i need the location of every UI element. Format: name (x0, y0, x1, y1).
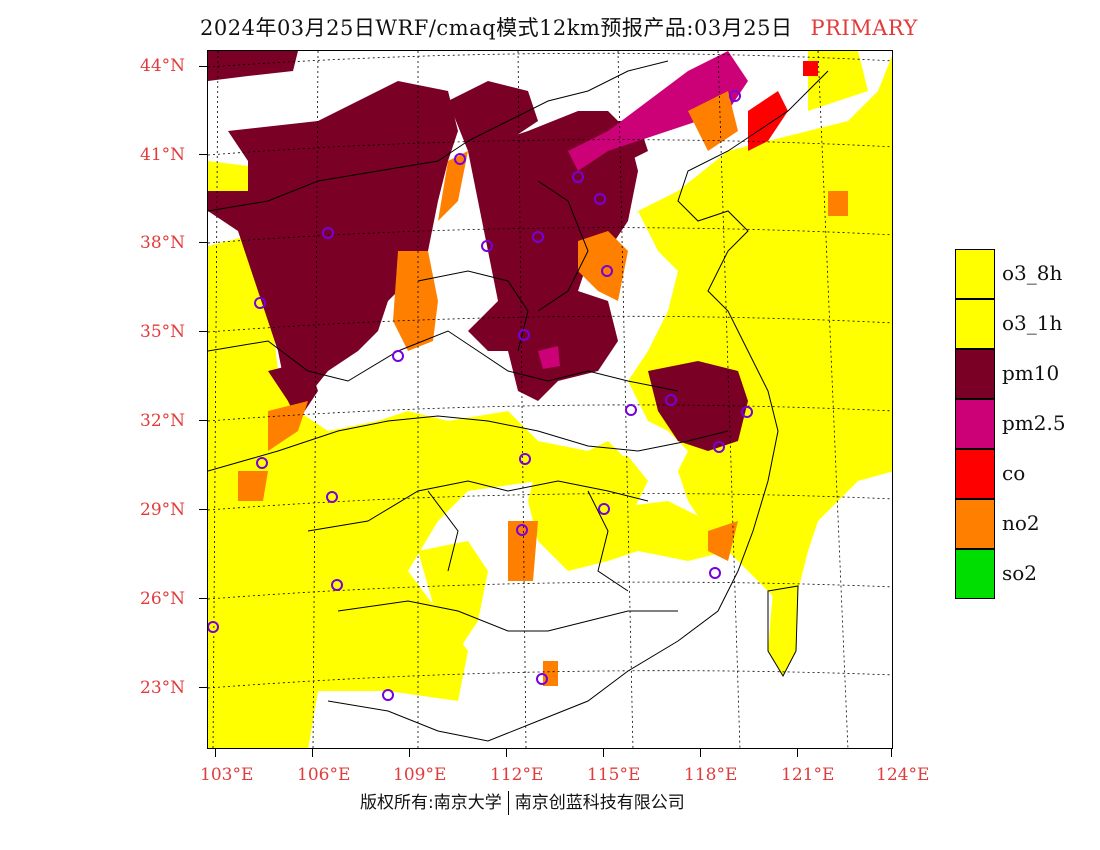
copyright-left: 版权所有:南京大学 (360, 793, 502, 813)
lat-tick (199, 509, 207, 510)
legend-swatch (955, 549, 995, 599)
lon-tick (312, 749, 313, 757)
lon-label-109: 109°E (393, 765, 447, 785)
legend-swatch (955, 249, 995, 299)
legend-label: o3_1h (1002, 311, 1063, 335)
legend-swatch (955, 399, 995, 449)
lon-tick (797, 749, 798, 757)
lon-label-103: 103°E (200, 765, 254, 785)
lon-tick (506, 749, 507, 757)
legend-label: o3_8h (1002, 261, 1063, 285)
lat-tick (199, 331, 207, 332)
legend-swatch (955, 449, 995, 499)
lon-tick (891, 749, 892, 757)
lat-label-35: 35°N (140, 322, 186, 342)
graticule (208, 51, 892, 748)
copyright-line: 版权所有:南京大学 南京创蓝科技有限公司 (360, 788, 685, 815)
lon-label-112: 112°E (490, 765, 544, 785)
lon-tick (215, 749, 216, 757)
title-text: 2024年03月25日WRF/cmaq模式12km预报产品:03月25日 (200, 16, 793, 40)
co-region (748, 61, 818, 151)
legend-label: pm10 (1002, 361, 1060, 385)
legend-label: pm2.5 (1002, 411, 1066, 435)
title-tag: PRIMARY (810, 16, 918, 40)
lat-tick (199, 598, 207, 599)
legend-label: so2 (1002, 561, 1038, 585)
lat-label-32: 32°N (140, 411, 186, 431)
lon-tick (603, 749, 604, 757)
lon-label-118: 118°E (684, 765, 738, 785)
legend-swatch (955, 349, 995, 399)
lon-label-106: 106°E (297, 765, 351, 785)
pollutant-map (208, 51, 892, 748)
pm25-region (538, 51, 748, 369)
lat-tick (199, 154, 207, 155)
lon-label-121: 121°E (781, 765, 835, 785)
lat-label-26: 26°N (140, 589, 186, 609)
lat-tick (199, 420, 207, 421)
legend-swatch (955, 299, 995, 349)
lat-tick (199, 66, 207, 67)
copyright-right: 南京创蓝科技有限公司 (514, 793, 685, 813)
station-markers (208, 90, 753, 701)
lat-label-23: 23°N (140, 678, 186, 698)
lon-tick (409, 749, 410, 757)
lat-label-38: 38°N (140, 233, 186, 253)
lat-label-41: 41°N (140, 145, 186, 165)
lat-tick (199, 687, 207, 688)
legend-label: co (1002, 461, 1026, 485)
lon-tick (700, 749, 701, 757)
lon-label-115: 115°E (587, 765, 641, 785)
lat-tick (199, 242, 207, 243)
no2-region (238, 91, 848, 686)
legend-label: no2 (1002, 511, 1040, 535)
lat-label-44: 44°N (140, 56, 186, 76)
pm10-region (208, 51, 748, 451)
boundaries (208, 60, 829, 742)
lon-label-124: 124°E (876, 765, 930, 785)
map-title: 2024年03月25日WRF/cmaq模式12km预报产品:03月25日 PRIM… (200, 12, 918, 42)
legend-swatch (955, 499, 995, 549)
copyright-separator (507, 791, 509, 815)
lat-label-29: 29°N (140, 500, 186, 520)
map-panel (207, 50, 893, 749)
